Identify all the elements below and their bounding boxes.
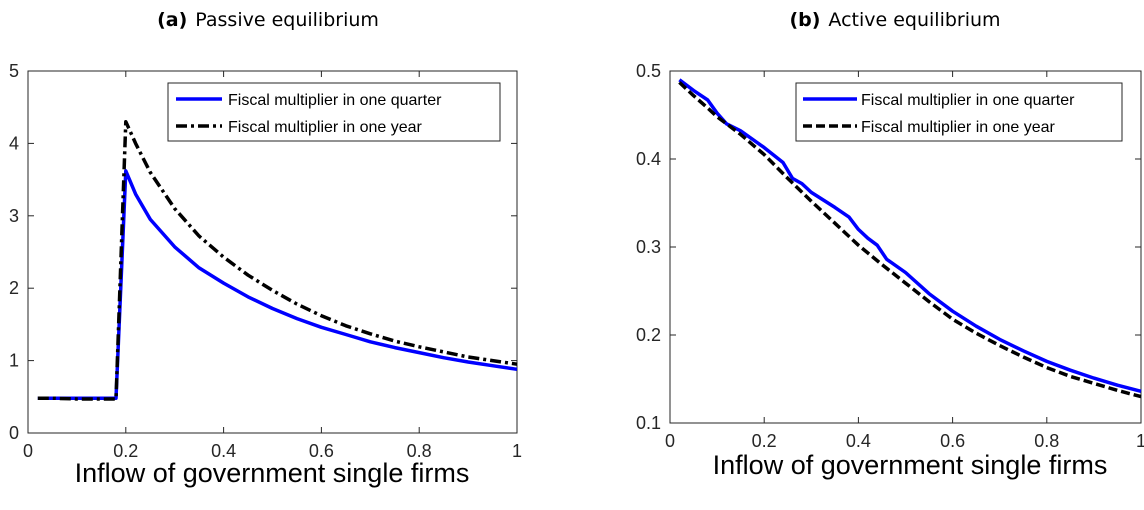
- panel-a-ytick-label: 1: [9, 351, 19, 371]
- panel-b-title: (b) Active equilibrium: [789, 9, 1000, 31]
- panel-a-title-text: Passive equilibrium: [195, 9, 379, 31]
- panel-b-xtick-label: 0.4: [846, 431, 871, 451]
- panel-b-series: [678, 78, 1142, 399]
- panel-a-legend: Fiscal multiplier in one quarter Fiscal …: [167, 82, 501, 142]
- panel-b-ytick-label: 0.5: [636, 61, 661, 81]
- panel-b: (b) Active equilibrium 0 0.2 0.4 0.6 0.8 10.10…: [636, 9, 1144, 480]
- panel-b-ytick-label: 0.3: [636, 237, 661, 257]
- panel-b-title-text: Active equilibrium: [828, 9, 1000, 31]
- panel-a-xtick-label: 0.8: [407, 441, 432, 461]
- panel-a-legend-box: [167, 82, 501, 142]
- panel-a-xtick-label: 0: [23, 441, 33, 461]
- panel-a-legend-label-year: Fiscal multiplier in one year: [228, 119, 423, 136]
- panel-b-label: (b): [789, 9, 820, 31]
- panel-a: (a) Passive equilibrium 0 0.2 0.4 0.6 0.8 1 0 1 2…: [9, 9, 522, 488]
- panel-a-ytick-label: 3: [9, 206, 19, 226]
- panel-a-legend-label-quarter: Fiscal multiplier in one quarter: [228, 92, 442, 109]
- panel-a-series: [37, 119, 518, 401]
- panel-b-xlabel: Inflow of government single firms: [713, 450, 1108, 480]
- panel-b-axes: 0 0.2 0.4 0.6 0.8 1 0.1 0.2 0.3 0.4 0.5: [636, 61, 1144, 451]
- panel-b-ytick-label: 0.4: [636, 149, 661, 169]
- panel-a-ytick-label: 0: [9, 423, 19, 443]
- panel-b-ytick-label: 0.1: [636, 413, 661, 433]
- panel-b-legend-box: [795, 82, 1123, 142]
- panel-b-xtick-label: 0.2: [752, 431, 777, 451]
- panel-a-xtick-label: 0.4: [211, 441, 236, 461]
- panel-a-xtick-label: 1: [512, 441, 522, 461]
- panel-b-series-year-line: [678, 81, 1142, 399]
- panel-a-ytick-label: 4: [9, 133, 19, 153]
- panel-a-label: (a): [157, 9, 187, 31]
- panel-a-xtick-label: 0.6: [309, 441, 334, 461]
- panel-a-xtick-label: 0.2: [113, 441, 138, 461]
- panel-b-xtick-label: 0: [665, 431, 675, 451]
- panel-a-series-year-line: [37, 119, 518, 401]
- panel-b-xtick-label: 1: [1136, 431, 1144, 451]
- panel-a-ytick-label: 2: [9, 278, 19, 298]
- panel-b-legend: Fiscal multiplier in one quarter Fiscal …: [795, 82, 1123, 142]
- panel-a-xlabel: Inflow of government single firms: [75, 458, 470, 488]
- panel-a-axes: 0 0.2 0.4 0.6 0.8 1 0 1 2 3 4 5: [9, 61, 522, 461]
- panel-b-legend-label-quarter: Fiscal multiplier in one quarter: [861, 92, 1075, 109]
- panel-b-xtick-label: 0.8: [1034, 431, 1059, 451]
- panel-a-title: (a) Passive equilibrium: [157, 9, 379, 31]
- panel-b-xtick-label: 0.6: [940, 431, 965, 451]
- panel-b-legend-label-year: Fiscal multiplier in one year: [861, 119, 1056, 136]
- panel-a-ytick-label: 5: [9, 61, 19, 81]
- panel-b-ytick-label: 0.2: [636, 325, 661, 345]
